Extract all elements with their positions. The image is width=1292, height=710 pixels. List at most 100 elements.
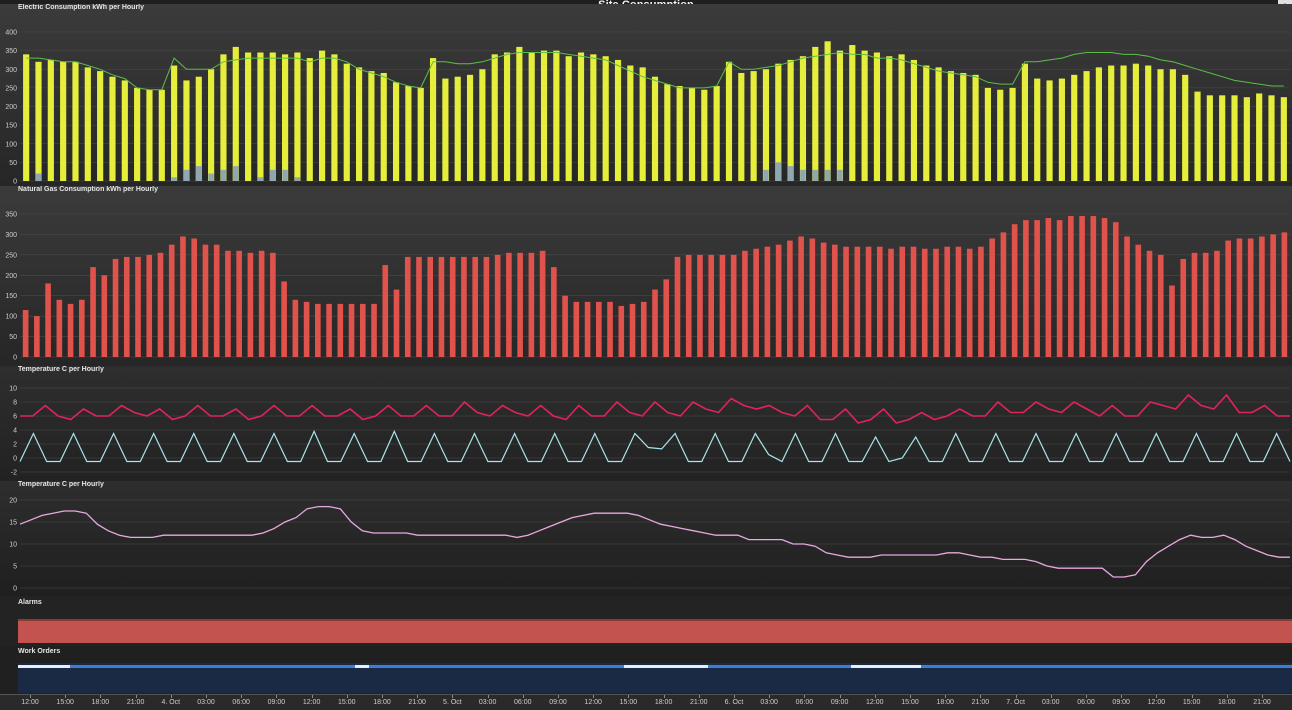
gas-y-tick-label: 0 [13, 355, 17, 362]
electric-bar [1206, 95, 1213, 181]
time-axis-label: 06:00 [795, 699, 814, 706]
time-axis-label: 12:00 [866, 699, 884, 706]
gas-bar [843, 246, 849, 357]
electric-secondary-bar [183, 169, 190, 181]
electric-bar [960, 72, 967, 181]
electric-secondary-bar [282, 169, 288, 181]
gas-y-tick-label: 200 [5, 273, 17, 280]
gas-bar [135, 256, 141, 357]
gas-bar [45, 283, 51, 357]
gas-bar [494, 254, 501, 357]
gas-bar [56, 299, 63, 357]
electric-bar [713, 86, 720, 181]
gas-bar [787, 240, 793, 357]
electric-bar [72, 61, 79, 181]
gas-bar [944, 246, 951, 357]
electric-chart[interactable]: 0 50 100 150 200 250 300 350 400 [0, 4, 1292, 187]
gas-bar [674, 256, 681, 357]
electric-bar [688, 87, 696, 181]
temp1-y-tick-label: 8 [13, 400, 17, 407]
electric-secondary-bar [824, 169, 831, 181]
gas-bar [168, 244, 175, 357]
alarm-band[interactable] [18, 619, 1292, 643]
gas-bar [315, 303, 321, 357]
time-axis-label: 18:00 [1218, 699, 1236, 706]
gas-bar [809, 238, 816, 357]
gas-bar [876, 246, 883, 357]
work-orders-panel: Work Orders [0, 646, 1292, 694]
gas-bar [22, 310, 29, 357]
gas-bar [258, 250, 265, 357]
time-axis-label: 09:00 [549, 699, 567, 706]
time-axis-tick-mark [311, 695, 313, 698]
time-axis-label: 21:00 [1253, 699, 1271, 706]
gas-bar [1270, 234, 1276, 357]
electric-y-tick-label: 50 [9, 160, 17, 167]
electric-bar [1009, 87, 1016, 181]
alarms-title: Alarms [18, 599, 42, 606]
gas-y-tick-label: 350 [5, 212, 17, 219]
electric-bar [417, 87, 424, 181]
gas-chart[interactable]: 0 50 100 150 200 250 300 350 [0, 186, 1292, 366]
gas-bar [1023, 220, 1029, 357]
work-order-segment[interactable] [624, 665, 708, 668]
work-order-segment[interactable] [851, 665, 921, 668]
time-axis-label: 6. Oct [724, 699, 744, 706]
electric-bar [60, 61, 67, 181]
time-axis-label: 06:00 [232, 699, 250, 706]
time-axis-tick-mark [558, 695, 559, 698]
time-axis-label: 09:00 [830, 699, 849, 706]
gas-bar [899, 246, 906, 357]
electric-bar [171, 65, 178, 181]
gas-bar [1157, 254, 1164, 357]
gas-bar [292, 299, 299, 357]
gas-bar [798, 236, 804, 357]
electric-bar [676, 86, 683, 181]
time-axis-tick-mark [1015, 695, 1017, 698]
electric-bar [639, 67, 646, 181]
time-axis-label: 15:00 [619, 699, 638, 706]
electric-bar [1231, 95, 1238, 181]
time-axis-tick-mark [804, 695, 806, 698]
electric-bar [282, 54, 289, 181]
gas-bar [640, 301, 647, 357]
work-orders-track [18, 663, 1292, 693]
electric-consumption-panel: 0 50 100 150 200 250 300 350 400 Electric Consum… [0, 4, 1292, 187]
time-axis-label: 5. Oct [443, 699, 462, 706]
time-axis-label: 18:00 [91, 699, 110, 706]
gas-bar [1011, 224, 1018, 357]
temp2-y-tick-label: 0 [13, 586, 17, 593]
gas-bar [764, 246, 771, 357]
temperature-chart-1[interactable]: -2 0 2 4 6 8 10 [0, 366, 1292, 481]
gas-bar [393, 289, 400, 357]
gas-bar [921, 248, 928, 357]
work-order-segment[interactable] [355, 665, 369, 668]
electric-bar [392, 82, 400, 181]
gas-bar [955, 246, 962, 357]
temp1-y-tick-label: 4 [13, 428, 17, 435]
time-axis-tick-mark [135, 695, 137, 698]
gas-bar [1259, 236, 1265, 357]
gas-bar [865, 246, 872, 357]
electric-bar [984, 87, 991, 181]
time-axis-label: 03:00 [197, 699, 215, 706]
work-order-segment[interactable] [18, 665, 70, 668]
electric-bar [355, 67, 363, 181]
electric-secondary-bar [257, 177, 264, 181]
electric-bar [1256, 93, 1263, 181]
electric-bar [1132, 63, 1139, 181]
gas-bar [236, 250, 242, 357]
electric-bar [109, 76, 116, 181]
electric-bar [466, 74, 474, 181]
gas-bar [854, 246, 861, 357]
electric-bar [898, 54, 905, 181]
electric-bar [1157, 69, 1164, 181]
electric-y-tick-label: 200 [5, 104, 17, 111]
electric-bar [725, 61, 733, 181]
time-axis-label: 12:00 [1147, 699, 1166, 706]
gas-bar [1056, 220, 1063, 357]
electric-y-tick-label: 250 [5, 85, 17, 92]
gas-bar [595, 301, 602, 357]
temperature-chart-2[interactable]: 0 5 10 15 20 [0, 481, 1292, 596]
time-axis-label: 21:00 [971, 699, 990, 706]
